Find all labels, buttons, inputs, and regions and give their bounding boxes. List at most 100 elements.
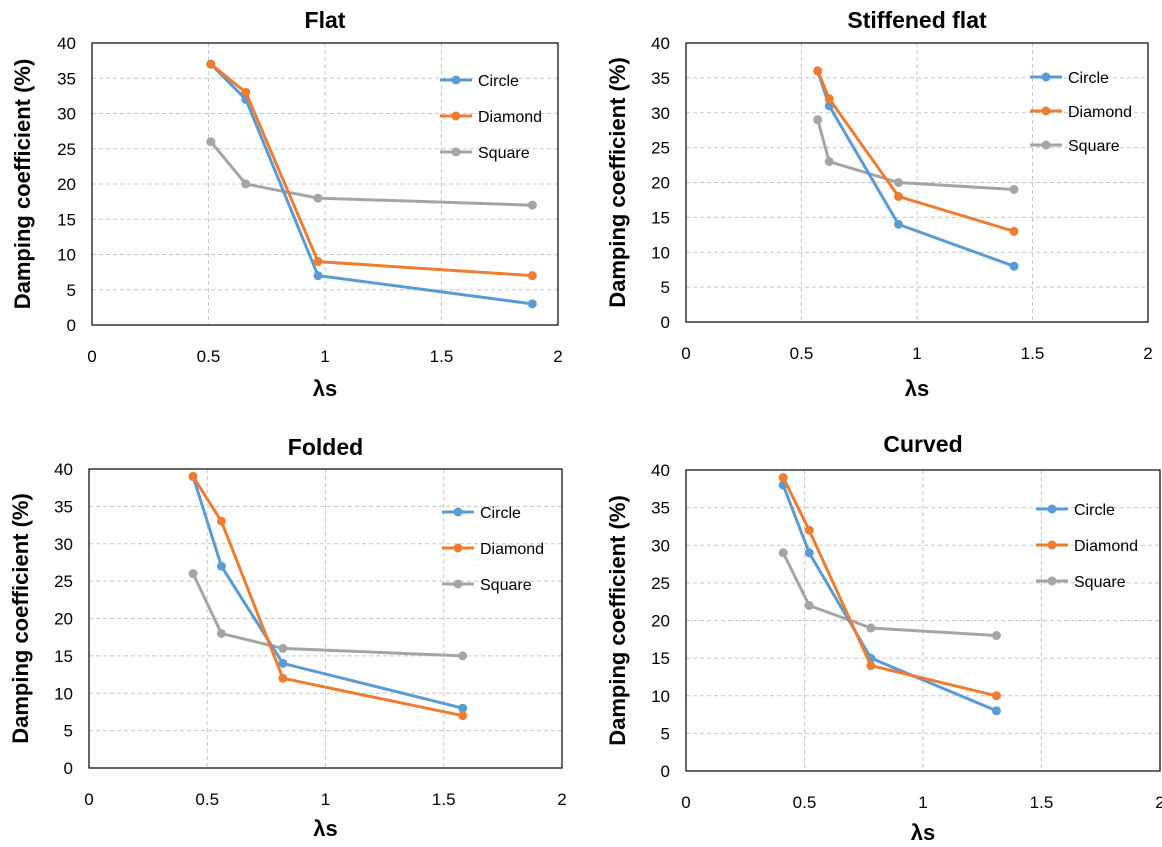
y-tick-label: 5 (661, 724, 670, 743)
legend-marker-square (1041, 140, 1051, 150)
y-tick-label: 0 (661, 762, 670, 781)
data-point-diamond (1009, 226, 1019, 236)
data-point-diamond (813, 66, 823, 76)
x-tick-label: 1.5 (1021, 344, 1045, 363)
y-tick-label: 30 (651, 104, 670, 123)
y-tick-label: 35 (651, 69, 670, 88)
legend-marker-square (453, 579, 463, 589)
legend-marker-circle (1047, 504, 1057, 514)
legend-marker-diamond (451, 111, 461, 121)
data-point-diamond (778, 473, 788, 483)
x-tick-label: 0 (681, 344, 690, 363)
x-tick-label: 0 (84, 790, 93, 809)
legend-label: Square (1074, 574, 1126, 591)
plot-area-border (88, 468, 563, 769)
data-point-diamond (866, 661, 876, 671)
data-point-circle (804, 548, 814, 558)
plot-area-border (685, 42, 1149, 323)
data-point-circle (527, 299, 537, 309)
y-tick-label: 10 (54, 684, 73, 703)
chart-title: Curved (883, 431, 962, 457)
data-point-square (1009, 184, 1019, 194)
series-line-circle (209, 63, 533, 306)
data-point-square (278, 643, 288, 653)
data-point-diamond (804, 525, 814, 535)
x-tick-label: 0.5 (195, 790, 219, 809)
data-point-diamond (527, 271, 537, 281)
chart-panel: 0 5 10 15 20 25 30 35 40 0 0.5 1 1.5 2 Stiffened flat λ… (605, 7, 1153, 401)
legend-label: Circle (1074, 502, 1115, 519)
data-point-square (216, 628, 226, 638)
x-axis-title: λs (313, 816, 337, 841)
x-tick-label: 0 (681, 793, 690, 812)
y-tick-label: 10 (651, 243, 670, 262)
chart-title: Stiffened flat (847, 7, 987, 33)
y-tick-label: 40 (651, 34, 670, 53)
data-point-circle (313, 271, 323, 281)
y-tick-label: 20 (651, 174, 670, 193)
legend-label: Diamond (1074, 538, 1138, 555)
x-axis-title: λs (313, 376, 337, 401)
y-tick-label: 30 (54, 535, 73, 554)
y-tick-label: 30 (651, 536, 670, 555)
y-tick-label: 10 (57, 246, 76, 265)
series-line-square (816, 119, 1015, 191)
data-point-diamond (188, 471, 198, 481)
data-point-diamond (894, 191, 904, 201)
legend-label: Diamond (1068, 104, 1132, 121)
y-tick-label: 25 (651, 139, 670, 158)
y-tick-label: 5 (67, 281, 76, 300)
legend-marker-circle (451, 75, 461, 85)
y-tick-label: 10 (651, 687, 670, 706)
y-tick-label: 0 (661, 313, 670, 332)
legend-label: Circle (1068, 70, 1109, 87)
y-tick-label: 20 (54, 610, 73, 629)
y-tick-label: 40 (54, 460, 73, 479)
data-point-square (206, 137, 216, 147)
data-point-square (241, 179, 251, 189)
y-tick-label: 0 (64, 759, 73, 778)
data-point-square (804, 600, 814, 610)
x-tick-label: 0.5 (790, 344, 814, 363)
data-point-square (813, 115, 823, 125)
data-point-square (778, 548, 788, 558)
y-tick-label: 5 (661, 278, 670, 297)
y-tick-label: 0 (67, 316, 76, 335)
y-tick-label: 15 (57, 210, 76, 229)
series-line-square (191, 572, 463, 658)
x-tick-label: 1 (320, 347, 329, 366)
data-point-square (313, 193, 323, 203)
legend-label: Square (480, 577, 532, 594)
x-tick-label: 1.5 (432, 790, 456, 809)
x-tick-label: 2 (1155, 793, 1162, 812)
data-point-square (894, 178, 904, 187)
series-line-diamond (781, 476, 997, 698)
data-point-circle (894, 219, 904, 229)
y-axis-title: Damping coefficient (%) (10, 59, 35, 310)
x-tick-label: 1.5 (1030, 793, 1054, 812)
data-point-square (458, 651, 468, 661)
data-point-diamond (278, 673, 288, 683)
x-tick-label: 1.5 (430, 347, 454, 366)
data-point-circle (991, 706, 1001, 716)
chart-title: Flat (305, 7, 346, 33)
plot-area-border (685, 469, 1161, 772)
chart-title: Folded (288, 434, 363, 460)
y-tick-label: 40 (57, 34, 76, 53)
data-point-diamond (216, 516, 226, 526)
x-tick-label: 2 (553, 347, 562, 366)
legend-label: Square (478, 145, 530, 162)
series-line-circle (781, 484, 998, 713)
chart-panel: 0 5 10 15 20 25 30 35 40 0 0.5 1 1.5 2 Curved λs Damping… (605, 431, 1162, 845)
legend-marker-diamond (1047, 540, 1057, 550)
y-tick-label: 15 (651, 649, 670, 668)
y-tick-label: 20 (651, 612, 670, 631)
x-tick-label: 0 (87, 347, 96, 366)
y-tick-label: 25 (57, 140, 76, 159)
chart-panel: 0 5 10 15 20 25 30 35 40 0 0.5 1 1.5 2 Flat λs Damping c… (10, 7, 563, 401)
y-axis-title: Damping coefficient (%) (605, 57, 630, 308)
y-tick-label: 30 (57, 105, 76, 124)
plot-area-border (91, 42, 559, 326)
data-point-diamond (991, 691, 1001, 701)
